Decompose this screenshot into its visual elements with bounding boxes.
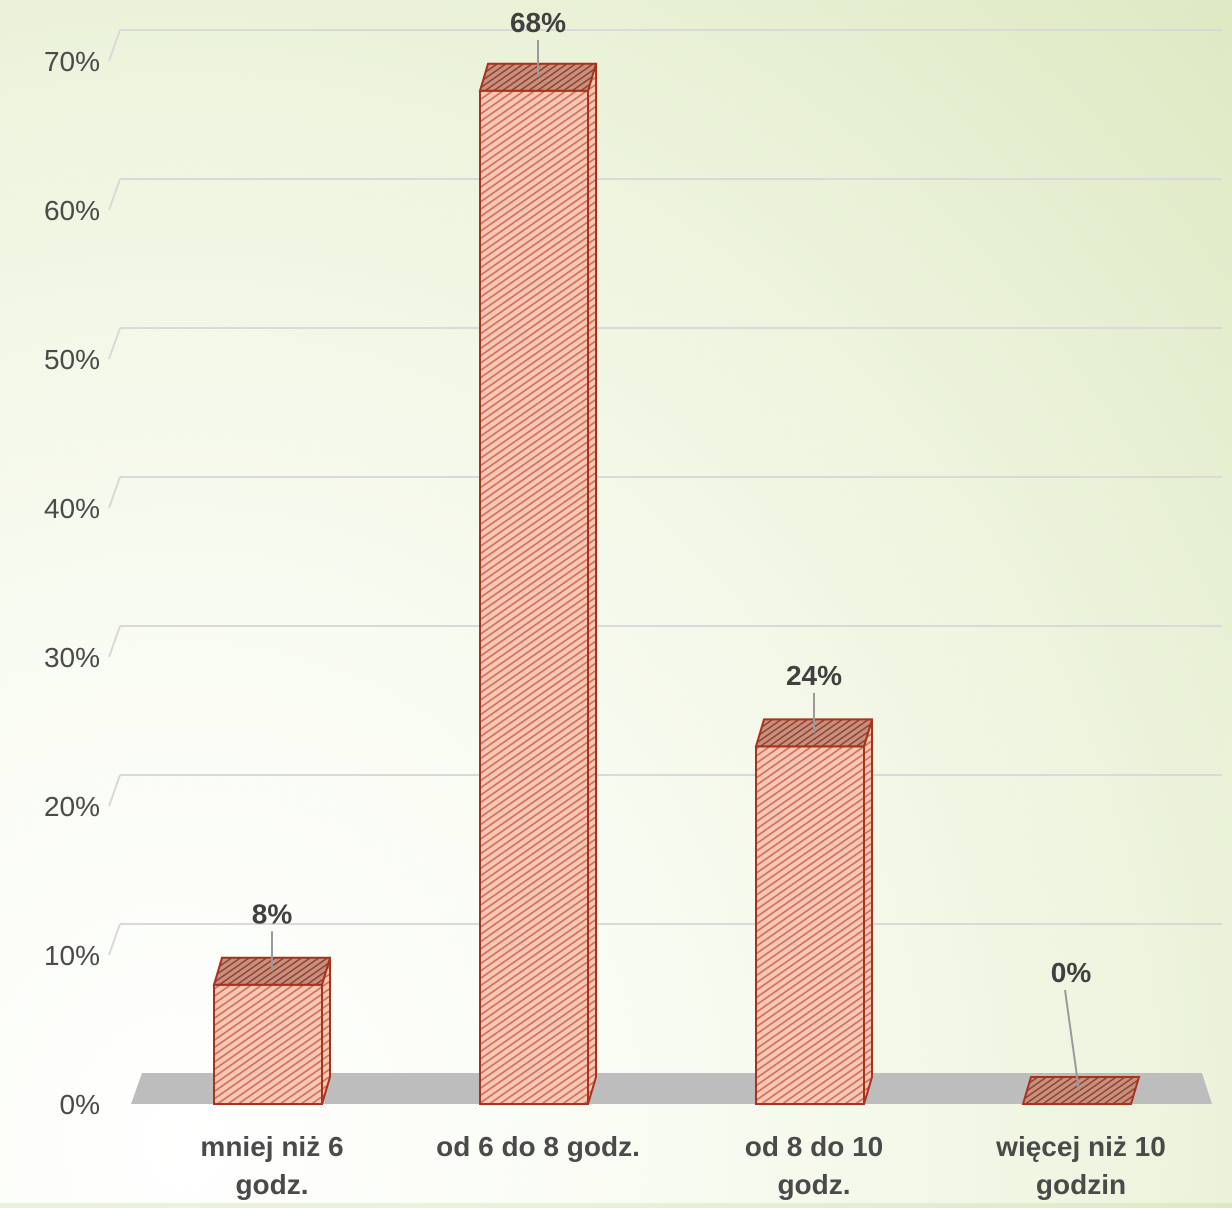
gridline-stub: [108, 774, 121, 807]
y-tick-label: 60%: [44, 195, 100, 226]
x-category-label: od 8 do 10 godz.: [745, 1131, 883, 1200]
chart-floor: [131, 1073, 1212, 1104]
gridline-stub: [108, 923, 121, 956]
bar-side-face: [587, 63, 597, 1105]
bar-side-face: [863, 719, 873, 1105]
bar-top-face: [1021, 1076, 1141, 1105]
y-tick-label: 40%: [44, 493, 100, 524]
gridlines: [108, 29, 1222, 956]
floor-plane: [131, 1073, 1212, 1104]
bars: [212, 62, 1141, 1106]
gridline-stub: [108, 476, 121, 509]
gridline-stub: [108, 327, 121, 360]
data-label: 0%: [1051, 957, 1092, 988]
bar-front-face: [213, 983, 323, 1105]
y-axis-tick-labels: 0% 10% 20% 30% 40% 50% 60% 70%: [44, 46, 100, 1120]
y-tick-label: 70%: [44, 46, 100, 77]
gridline-stub: [108, 29, 121, 62]
x-category-label: więcej niż 10 godzin: [995, 1131, 1166, 1200]
gridline-stub: [108, 178, 121, 211]
bar: [1021, 1076, 1141, 1105]
data-labels: 8% 68% 24% 0%: [252, 7, 1092, 1091]
y-tick-label: 10%: [44, 940, 100, 971]
bar: [754, 718, 874, 1106]
y-tick-label: 30%: [44, 642, 100, 673]
data-label: 24%: [786, 660, 842, 691]
bar: [212, 956, 332, 1105]
x-category-label: od 6 do 8 godz.: [436, 1131, 640, 1162]
bar: [478, 62, 598, 1106]
y-tick-label: 0%: [60, 1089, 100, 1120]
bar-front-face: [479, 89, 589, 1106]
bar-front-face: [755, 745, 865, 1106]
y-tick-label: 20%: [44, 791, 100, 822]
x-category-label: mniej niż 6 godz.: [200, 1131, 343, 1200]
data-label: 68%: [510, 7, 566, 38]
data-label: 8%: [252, 898, 293, 929]
x-axis-category-labels: mniej niż 6 godz. od 6 do 8 godz. od 8 do 1…: [200, 1131, 1165, 1200]
data-label-leader: [1064, 989, 1080, 1091]
gridline-stub: [108, 625, 121, 658]
y-tick-label: 50%: [44, 344, 100, 375]
